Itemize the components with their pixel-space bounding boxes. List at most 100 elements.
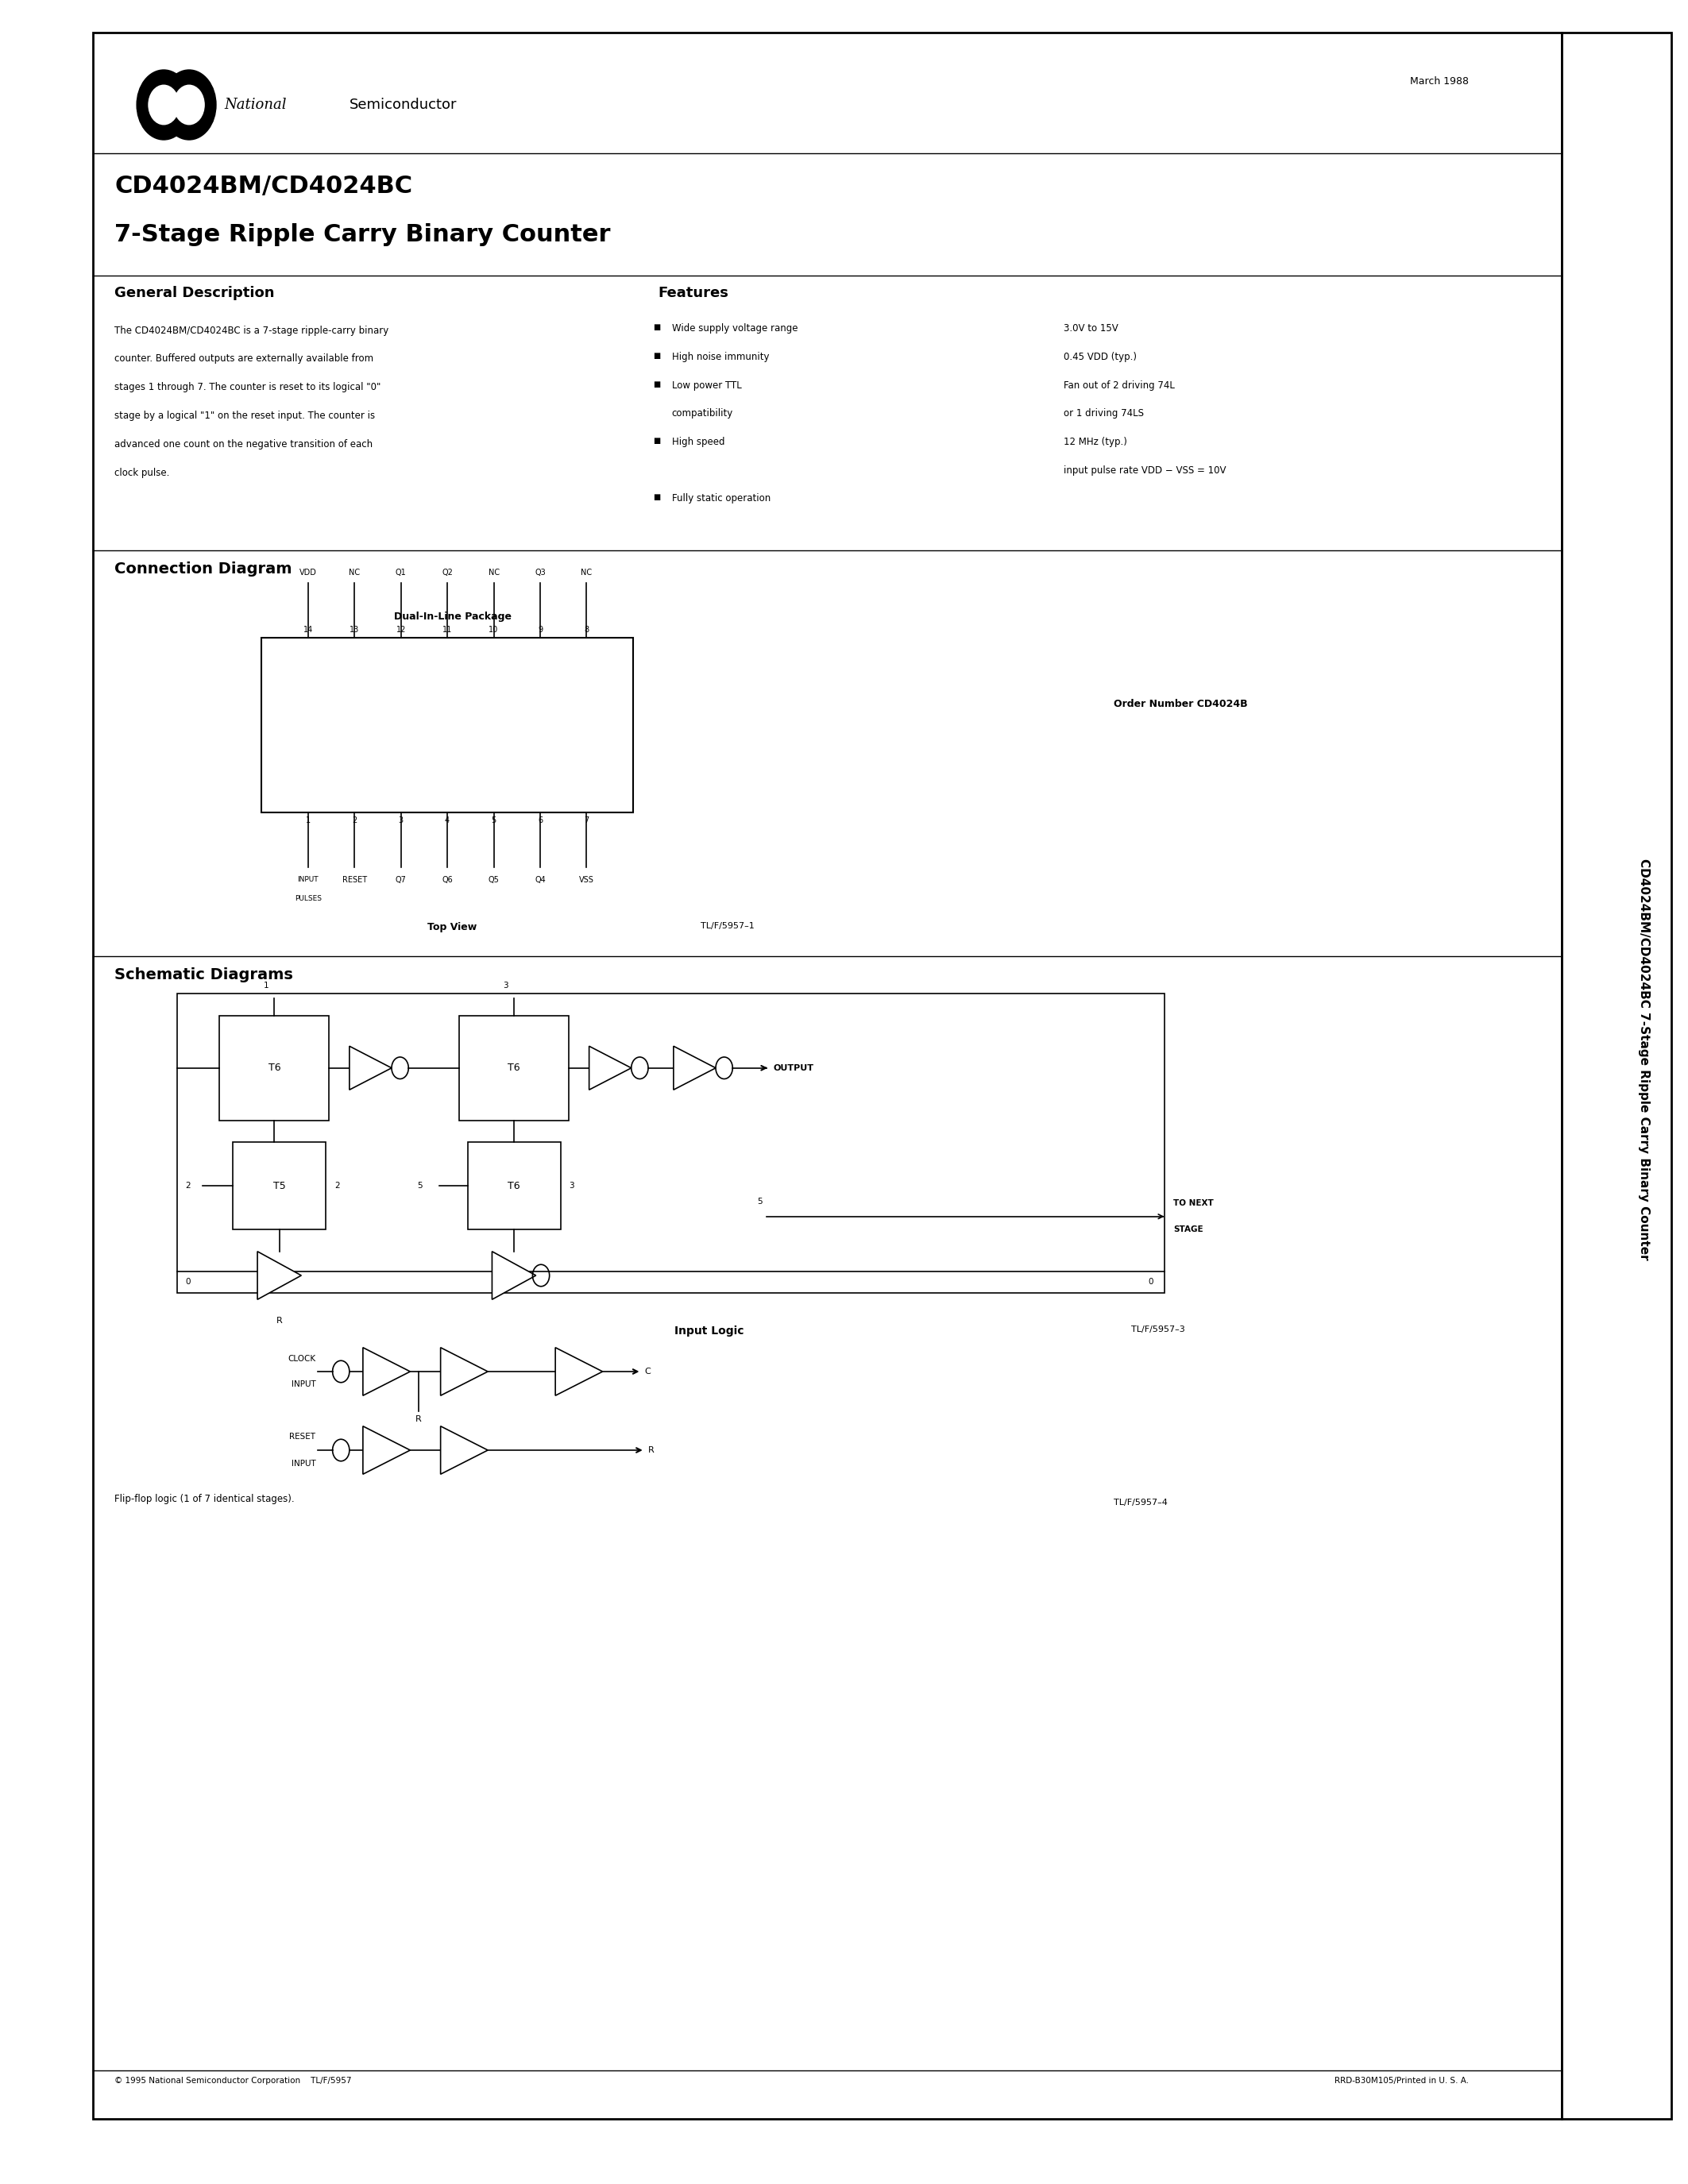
Text: © 1995 National Semiconductor Corporation    TL/F/5957: © 1995 National Semiconductor Corporatio… — [115, 2077, 351, 2086]
Text: VDD: VDD — [299, 568, 317, 577]
Text: Q3: Q3 — [535, 568, 545, 577]
Text: General Description: General Description — [115, 286, 275, 301]
Text: 13: 13 — [349, 625, 360, 633]
Text: 14: 14 — [304, 625, 312, 633]
Text: March 1988: March 1988 — [1409, 76, 1469, 87]
Bar — [1561, 33, 1671, 2118]
Text: TL/F/5957–3: TL/F/5957–3 — [1131, 1326, 1185, 1334]
Text: Dual-In-Line Package: Dual-In-Line Package — [393, 612, 511, 622]
Text: Q7: Q7 — [395, 876, 407, 885]
Text: T6: T6 — [508, 1182, 520, 1190]
Text: 1: 1 — [306, 817, 311, 826]
Text: compatibility: compatibility — [672, 408, 733, 419]
Text: Q6: Q6 — [442, 876, 452, 885]
Text: Features: Features — [658, 286, 729, 301]
Text: ■: ■ — [653, 494, 660, 502]
Text: ■: ■ — [653, 437, 660, 446]
Text: TL/F/5957–1: TL/F/5957–1 — [701, 922, 755, 930]
Text: 0.45 VDD (typ.): 0.45 VDD (typ.) — [1063, 352, 1136, 363]
Text: 3: 3 — [398, 817, 403, 826]
Bar — [233, 1142, 326, 1230]
Text: Connection Diagram: Connection Diagram — [115, 561, 292, 577]
Polygon shape — [555, 1348, 603, 1396]
Text: ■: ■ — [653, 380, 660, 389]
Text: 3: 3 — [503, 981, 508, 989]
Text: 6: 6 — [538, 817, 542, 826]
Text: Semiconductor: Semiconductor — [349, 98, 457, 111]
Text: TO NEXT: TO NEXT — [1173, 1199, 1214, 1208]
Text: 9: 9 — [538, 625, 542, 633]
Text: 1: 1 — [263, 981, 268, 989]
Text: T5: T5 — [273, 1182, 285, 1190]
Text: 7-Stage Ripple Carry Binary Counter: 7-Stage Ripple Carry Binary Counter — [115, 223, 611, 247]
Bar — [262, 638, 633, 812]
Text: 11: 11 — [442, 625, 452, 633]
Text: stages 1 through 7. The counter is reset to its logical "0": stages 1 through 7. The counter is reset… — [115, 382, 381, 393]
Text: Q5: Q5 — [488, 876, 500, 885]
Text: High speed: High speed — [672, 437, 724, 448]
Text: Input Logic: Input Logic — [674, 1326, 744, 1337]
Text: NC: NC — [488, 568, 500, 577]
Bar — [459, 1016, 569, 1120]
Text: counter. Buffered outputs are externally available from: counter. Buffered outputs are externally… — [115, 354, 373, 365]
Text: CLOCK: CLOCK — [287, 1354, 316, 1363]
Polygon shape — [349, 1046, 392, 1090]
Polygon shape — [257, 1251, 300, 1299]
Polygon shape — [589, 1046, 631, 1090]
Text: C: C — [645, 1367, 652, 1376]
Text: R: R — [415, 1415, 422, 1424]
Text: 7: 7 — [584, 817, 589, 826]
Text: INPUT: INPUT — [297, 876, 319, 882]
Text: stage by a logical "1" on the reset input. The counter is: stage by a logical "1" on the reset inpu… — [115, 411, 375, 422]
Text: RESET: RESET — [289, 1433, 316, 1441]
Text: T6: T6 — [268, 1064, 280, 1072]
Text: CD4024BM/CD4024BC: CD4024BM/CD4024BC — [115, 175, 414, 199]
Text: RRD-B30M105/Printed in U. S. A.: RRD-B30M105/Printed in U. S. A. — [1334, 2077, 1469, 2086]
Text: PULSES: PULSES — [295, 895, 321, 902]
Text: or 1 driving 74LS: or 1 driving 74LS — [1063, 408, 1144, 419]
Text: CD4024BM/CD4024BC 7-Stage Ripple Carry Binary Counter: CD4024BM/CD4024BC 7-Stage Ripple Carry B… — [1637, 858, 1651, 1260]
Text: advanced one count on the negative transition of each: advanced one count on the negative trans… — [115, 439, 373, 450]
Text: 12: 12 — [397, 625, 405, 633]
Text: T6: T6 — [508, 1064, 520, 1072]
Text: 3: 3 — [569, 1182, 574, 1190]
Text: Q4: Q4 — [535, 876, 545, 885]
Text: 2: 2 — [186, 1182, 191, 1190]
Polygon shape — [441, 1426, 488, 1474]
Text: Wide supply voltage range: Wide supply voltage range — [672, 323, 798, 334]
Text: National: National — [225, 98, 287, 111]
Circle shape — [149, 85, 179, 124]
Text: 3.0V to 15V: 3.0V to 15V — [1063, 323, 1117, 334]
Text: Schematic Diagrams: Schematic Diagrams — [115, 968, 294, 983]
Text: OUTPUT: OUTPUT — [773, 1064, 814, 1072]
Text: clock pulse.: clock pulse. — [115, 467, 170, 478]
Text: 2: 2 — [334, 1182, 339, 1190]
Polygon shape — [674, 1046, 716, 1090]
Text: Q2: Q2 — [442, 568, 452, 577]
Text: 10: 10 — [490, 625, 498, 633]
Bar — [468, 1142, 560, 1230]
Text: 5: 5 — [417, 1182, 422, 1190]
Text: The CD4024BM/CD4024BC is a 7-stage ripple-carry binary: The CD4024BM/CD4024BC is a 7-stage rippl… — [115, 325, 388, 336]
Text: NC: NC — [349, 568, 360, 577]
Text: R: R — [648, 1446, 655, 1455]
Text: VSS: VSS — [579, 876, 594, 885]
Text: Q1: Q1 — [395, 568, 407, 577]
Text: Fully static operation: Fully static operation — [672, 494, 770, 505]
Text: INPUT: INPUT — [292, 1459, 316, 1468]
Text: ■: ■ — [653, 323, 660, 332]
Polygon shape — [363, 1348, 410, 1396]
Text: Top View: Top View — [427, 922, 478, 933]
Text: Order Number CD4024B: Order Number CD4024B — [1114, 699, 1247, 710]
Polygon shape — [493, 1251, 537, 1299]
Bar — [177, 994, 1165, 1293]
Polygon shape — [441, 1348, 488, 1396]
Text: 5: 5 — [756, 1197, 763, 1206]
Text: Low power TTL: Low power TTL — [672, 380, 741, 391]
Text: High noise immunity: High noise immunity — [672, 352, 770, 363]
Text: 8: 8 — [584, 625, 589, 633]
Circle shape — [174, 85, 204, 124]
Text: 2: 2 — [353, 817, 356, 826]
Text: TL/F/5957–4: TL/F/5957–4 — [1114, 1498, 1168, 1507]
Text: Flip-flop logic (1 of 7 identical stages).: Flip-flop logic (1 of 7 identical stages… — [115, 1494, 295, 1505]
